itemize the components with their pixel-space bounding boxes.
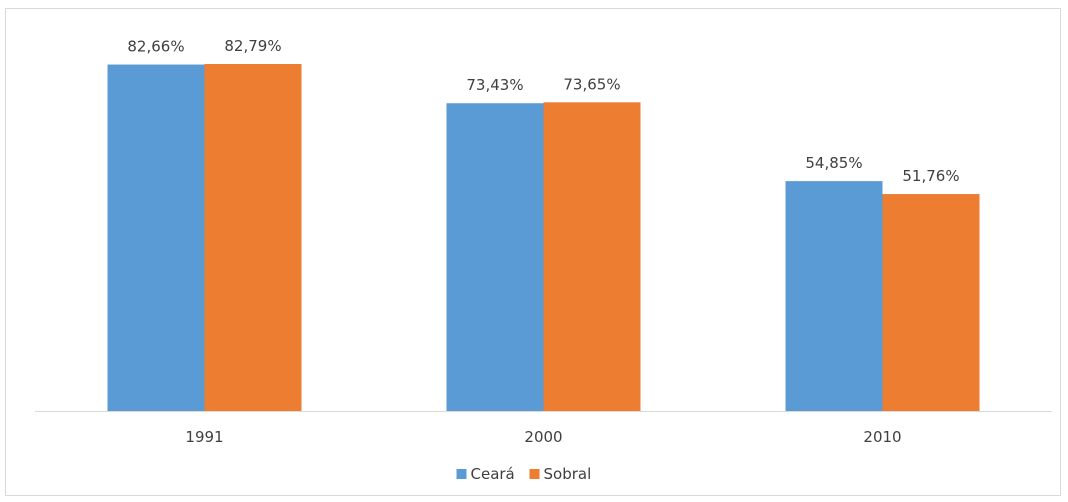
bar-sobral-1991 [204,64,302,411]
x-tick-label: 1991 [185,428,223,446]
x-tick-labels-group: 1991 2000 2010 [185,428,901,446]
data-label: 73,65% [563,75,620,93]
value-labels-group: 82,66% 82,79% 73,43% 73,65% 54,85% 51,76% [127,37,959,185]
bar-cear--2000 [446,103,544,411]
data-label: 73,43% [466,76,523,94]
legend-label: Sobral [544,465,592,483]
legend-swatch [456,469,467,479]
x-tick-label: 2010 [863,428,901,446]
data-label: 51,76% [902,167,959,185]
data-label: 82,66% [127,38,184,56]
legend-swatch [529,469,540,479]
bar-sobral-2000 [543,102,641,412]
bar-cear--1991 [107,64,205,412]
bars-group [107,64,980,412]
legend-label: Ceará [471,465,515,483]
bar-sobral-2010 [882,194,980,411]
bar-cear--2010 [785,181,883,411]
legend: Ceará Sobral [456,465,592,483]
data-label: 54,85% [805,154,862,172]
x-tick-label: 2000 [524,428,562,446]
data-label: 82,79% [224,37,281,55]
